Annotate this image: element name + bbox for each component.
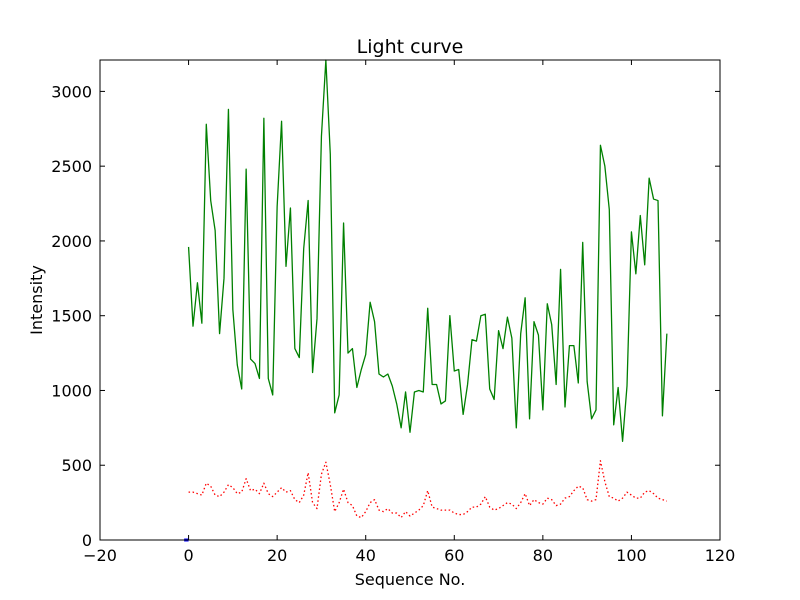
x-tick-label: 80	[533, 546, 553, 565]
y-axis-label: Intensity	[27, 265, 46, 335]
x-tick-label: 60	[444, 546, 464, 565]
x-tick-label: 40	[356, 546, 376, 565]
y-tick-label: 2000	[51, 232, 92, 251]
x-tick-label: 120	[705, 546, 736, 565]
y-tick-label: 0	[82, 531, 92, 550]
y-tick-label: 3000	[51, 82, 92, 101]
y-tick-label: 1000	[51, 381, 92, 400]
x-tick-label: −20	[83, 546, 117, 565]
x-axis-label: Sequence No.	[355, 570, 466, 589]
y-tick-label: 2500	[51, 157, 92, 176]
y-axis: 0 500 1000 1500 2000 2500 3000	[51, 82, 720, 550]
x-tick-label: 20	[267, 546, 287, 565]
x-axis: −20 0 20 40 60 80 100 120	[83, 60, 735, 565]
series-line-0	[187, 59, 668, 442]
plot-frame	[99, 59, 721, 541]
chart-title: Light curve	[357, 36, 464, 58]
y-tick-label: 500	[61, 456, 92, 475]
x-tick-label: 100	[616, 546, 647, 565]
x-tick-label: 0	[183, 546, 193, 565]
series-line-1	[188, 460, 668, 519]
y-tick-label: 1500	[51, 307, 92, 326]
